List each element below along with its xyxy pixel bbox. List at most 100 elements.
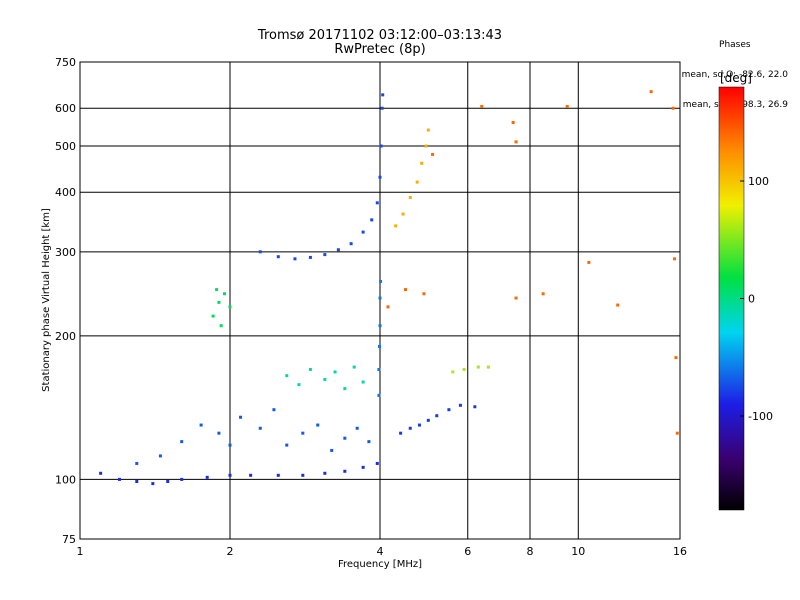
data-point — [285, 443, 289, 447]
data-point — [386, 305, 390, 309]
data-point — [408, 426, 412, 430]
data-point — [403, 288, 407, 292]
data-point — [408, 195, 412, 199]
y-tick-label: 500 — [55, 140, 76, 153]
data-point — [378, 175, 382, 179]
data-point — [285, 374, 289, 378]
x-tick-label: 6 — [464, 545, 471, 558]
data-point — [333, 370, 337, 374]
data-point — [370, 218, 374, 222]
data-point — [375, 201, 379, 205]
data-point — [323, 471, 327, 475]
data-point — [367, 440, 371, 444]
x-tick-label: 2 — [227, 545, 234, 558]
data-point — [180, 440, 184, 444]
data-point — [541, 292, 545, 296]
data-point — [649, 90, 653, 94]
data-point — [381, 93, 385, 97]
data-point — [486, 365, 490, 369]
x-axis-label: Frequency [MHz] — [338, 559, 422, 570]
data-point — [336, 248, 340, 252]
data-point — [158, 454, 162, 458]
data-point — [355, 426, 359, 430]
data-point — [217, 300, 221, 304]
data-points — [99, 90, 679, 486]
data-point — [276, 473, 280, 477]
y-tick-label: 600 — [55, 102, 76, 115]
data-point — [272, 408, 276, 412]
data-point — [673, 257, 677, 261]
data-point — [379, 144, 383, 148]
data-point — [323, 253, 327, 257]
data-point — [378, 296, 382, 300]
data-point — [426, 418, 430, 422]
data-point — [361, 230, 365, 234]
data-point — [462, 367, 466, 371]
data-point — [458, 403, 462, 407]
data-point — [135, 479, 139, 483]
data-point — [378, 324, 382, 328]
data-point — [379, 279, 383, 283]
data-point — [431, 152, 435, 156]
colorbar-label: [deg] — [720, 71, 752, 85]
data-point — [671, 106, 675, 110]
data-point — [215, 288, 219, 292]
data-point — [473, 405, 477, 409]
data-point — [343, 436, 347, 440]
colorbar-tick-label: -100 — [748, 410, 773, 423]
data-point — [399, 431, 403, 435]
x-tick-label: 10 — [571, 545, 585, 558]
data-point — [361, 465, 365, 469]
data-point — [293, 257, 297, 261]
data-point — [343, 469, 347, 473]
data-point — [375, 461, 379, 465]
data-point — [352, 365, 356, 369]
data-point — [480, 105, 484, 109]
data-point — [223, 292, 227, 296]
data-point — [565, 105, 569, 109]
data-point — [316, 423, 320, 427]
colorbar — [718, 86, 745, 511]
data-point — [675, 431, 679, 435]
data-point — [422, 292, 426, 296]
data-point — [180, 477, 184, 481]
data-point — [258, 250, 262, 254]
data-point — [151, 482, 155, 486]
data-point — [476, 365, 480, 369]
data-point — [435, 414, 439, 418]
y-tick-label: 75 — [62, 533, 76, 546]
x-tick-label: 1 — [77, 545, 84, 558]
stats-o-mode: mean, sd,O: -82.6, 22.0 — [681, 70, 788, 80]
data-point — [249, 473, 253, 477]
data-point — [219, 324, 223, 328]
data-point — [135, 461, 139, 465]
data-point — [420, 161, 424, 165]
colorbar-tick-label: 100 — [748, 175, 769, 188]
y-tick-label: 750 — [55, 56, 76, 69]
data-point — [447, 408, 451, 412]
data-point — [117, 477, 121, 481]
data-point — [377, 393, 381, 397]
data-point — [424, 144, 428, 148]
plot-frame — [79, 61, 681, 540]
data-point — [308, 255, 312, 259]
data-point — [451, 370, 455, 374]
data-point — [377, 367, 381, 371]
data-point — [301, 473, 305, 477]
data-point — [426, 128, 430, 132]
data-point — [199, 423, 203, 427]
data-point — [361, 380, 365, 384]
x-ticks: 1 2 4 6 8 10 16 — [77, 545, 688, 558]
x-tick-label: 4 — [377, 545, 384, 558]
y-tick-label: 300 — [55, 246, 76, 259]
data-point — [301, 431, 305, 435]
data-point — [401, 212, 405, 216]
data-point — [330, 448, 334, 452]
y-tick-label: 100 — [55, 473, 76, 486]
data-point — [99, 471, 103, 475]
chart-title-line1: Tromsø 20171102 03:12:00–03:13:43 — [257, 28, 503, 43]
data-point — [166, 479, 170, 483]
data-point — [417, 423, 421, 427]
data-point — [514, 296, 518, 300]
